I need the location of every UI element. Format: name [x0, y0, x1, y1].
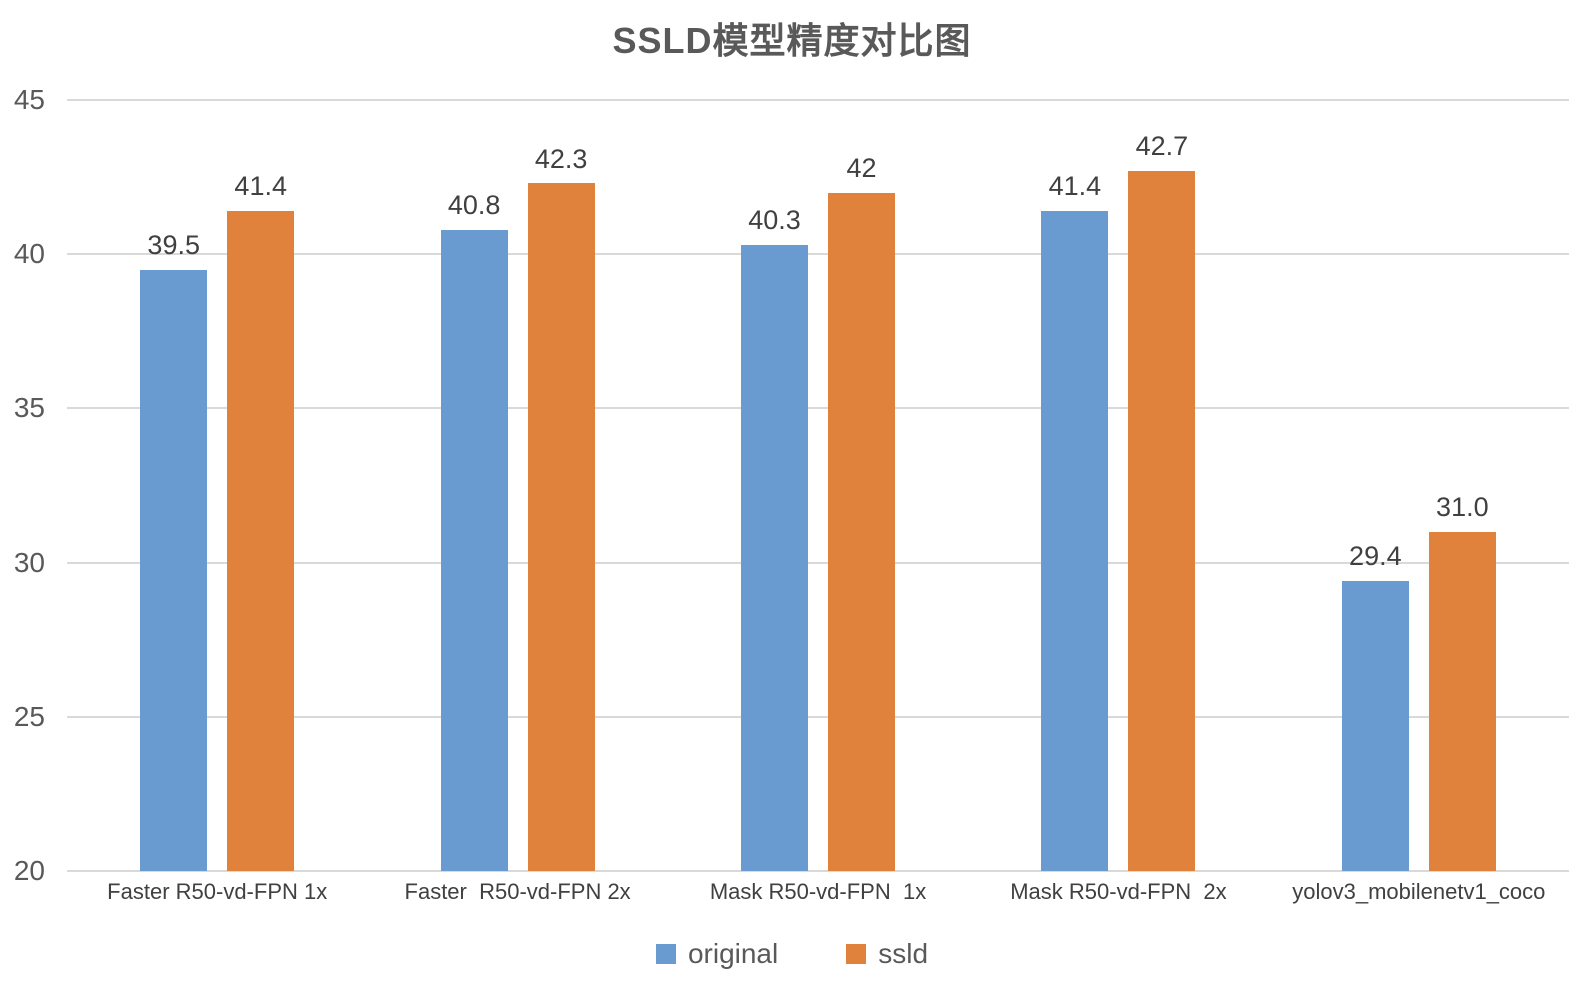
legend-swatch-ssld	[846, 944, 867, 964]
bar-slot-original: 29.4	[1341, 100, 1409, 871]
bar-group: 40.3 42	[668, 100, 968, 871]
bar-slot-ssld: 42	[828, 100, 896, 871]
gridline-35	[67, 407, 1569, 410]
category-label: Faster R50-vd-FPN 1x	[107, 879, 328, 904]
bar-group: 41.4 42.7	[968, 100, 1268, 871]
bar-original	[140, 269, 208, 871]
bar-slot-original: 40.8	[440, 100, 508, 871]
legend-swatch-original	[655, 944, 676, 964]
category-label: yolov3_mobilenetv1_coco	[1292, 879, 1546, 904]
value-label-ssld: 42.7	[1135, 131, 1189, 162]
value-label-original: 40.3	[748, 205, 801, 236]
value-label-original: 40.8	[447, 189, 501, 220]
x-axis-labels: Faster R50-vd-FPN 1x Faster R50-vd-FPN 2x…	[67, 879, 1569, 905]
legend-item-ssld: ssld	[846, 938, 928, 970]
bar-slot-ssld: 41.4	[227, 100, 295, 871]
bar-original	[1041, 211, 1109, 871]
gridline-30	[67, 561, 1569, 564]
legend-item-original: original	[655, 938, 779, 970]
legend-label-original: original	[687, 938, 779, 969]
bar-ssld	[527, 183, 595, 871]
value-label-ssld: 42.3	[534, 143, 588, 174]
bar-original	[741, 244, 809, 871]
plot-area: 20 25 30 35 40 45 39.5 41.4 40.8 42.3 40.3 42 41.4 4…	[14, 86, 1569, 885]
chart-title: SSLD模型精度对比图	[612, 20, 972, 61]
category-label: Mask R50-vd-FPN 1x	[709, 879, 927, 904]
bar-slot-original: 40.3	[741, 100, 809, 871]
value-label-original: 39.5	[147, 229, 200, 260]
bar-original	[1341, 581, 1409, 871]
value-label-ssld: 42	[846, 152, 877, 183]
value-label-original: 41.4	[1048, 171, 1102, 202]
y-tick-label-40: 40	[13, 238, 45, 270]
y-tick-label-30: 30	[13, 546, 45, 578]
value-label-ssld: 41.4	[234, 171, 287, 202]
bar-slot-ssld: 42.7	[1128, 100, 1196, 871]
gridline-20	[67, 870, 1569, 872]
category-label: Mask R50-vd-FPN 2x	[1010, 879, 1227, 904]
bar-slot-ssld: 42.3	[527, 100, 595, 871]
bar-ssld	[227, 211, 295, 871]
gridline-25	[67, 715, 1569, 718]
y-tick-label-25: 25	[13, 700, 45, 732]
legend-label-ssld: ssld	[878, 938, 929, 969]
bar-slot-ssld: 31.0	[1428, 100, 1496, 871]
bar-slot-original: 41.4	[1041, 100, 1109, 871]
y-tick-label-35: 35	[13, 392, 45, 424]
gridline-40	[67, 253, 1569, 256]
category-label: Faster R50-vd-FPN 2x	[404, 879, 631, 904]
y-tick-label-45: 45	[13, 84, 45, 115]
bar-ssld	[1128, 170, 1196, 871]
value-label-ssld: 31.0	[1436, 492, 1489, 523]
gridline-45	[67, 99, 1569, 101]
bar-group: 39.5 41.4	[67, 100, 367, 871]
bar-slot-original: 39.5	[140, 100, 208, 871]
bar-ssld	[1428, 531, 1496, 871]
legend: original ssld	[0, 938, 1584, 970]
bar-group: 29.4 31.0	[1269, 100, 1569, 871]
bar-original	[440, 229, 508, 871]
bars-layer: 39.5 41.4 40.8 42.3 40.3 42 41.4 42.7 29.4 31.0	[67, 100, 1569, 871]
bar-ssld	[828, 192, 896, 871]
value-label-original: 29.4	[1349, 541, 1402, 572]
y-tick-label-20: 20	[13, 855, 45, 886]
bar-group: 40.8 42.3	[367, 100, 667, 871]
